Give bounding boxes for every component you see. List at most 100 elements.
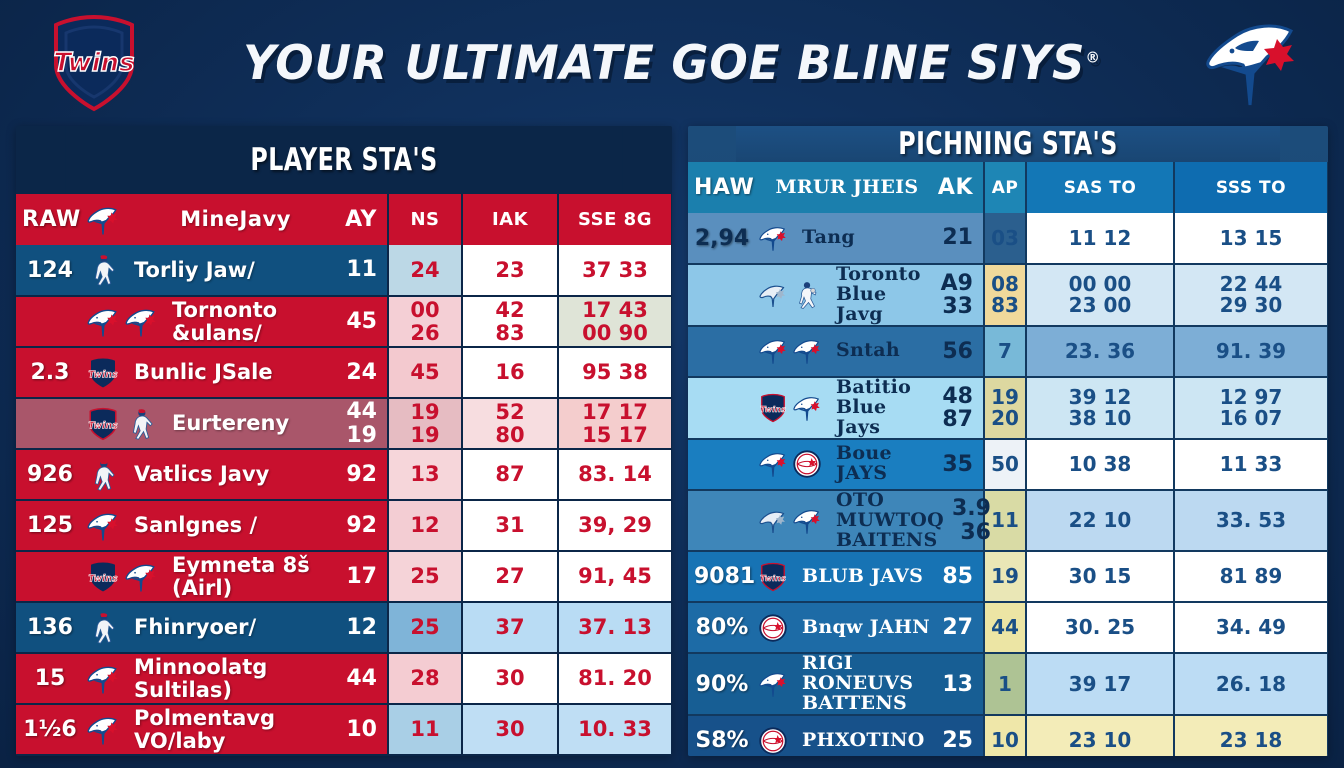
pitcher-cell[interactable]: Toronto Blue Javg A9 33: [688, 264, 985, 327]
stat-cell[interactable]: 45: [388, 347, 463, 399]
stat-cell[interactable]: 23 18: [1174, 715, 1328, 756]
stat-cell[interactable]: 11: [388, 704, 463, 756]
stat-cell[interactable]: 12 97 16 07: [1174, 376, 1328, 440]
stat-cell-ap[interactable]: 08 83: [984, 264, 1027, 327]
stat-cell[interactable]: 19 19: [388, 398, 463, 450]
player-cell[interactable]: 1½6 Polmentavg VO/laby 10: [16, 704, 389, 756]
pitcher-cell[interactable]: Twins Batitio Blue Jays 48 87: [688, 376, 985, 440]
stat-cell[interactable]: 00 26: [388, 296, 463, 348]
pitcher-cell[interactable]: OTO MUWTOQ BAITENS 3.9 36: [688, 489, 991, 553]
stat-cell-ap[interactable]: 11: [984, 489, 1027, 553]
table-row[interactable]: 926 Vatlics Javy 92 13 87 83. 14: [16, 449, 672, 501]
player-cell[interactable]: 124 Torliy Jaw/ 11: [16, 245, 389, 297]
table-row[interactable]: Twins Eurtereny 44 19 19 19 52 80 17 17 15…: [16, 398, 672, 450]
table-row[interactable]: 80% Bnqw JAHN 27 44 30. 25 34. 49: [688, 602, 1328, 655]
pitcher-cell[interactable]: 90% RIGI RONEUVS BATTENS 13: [688, 653, 985, 717]
stat-cell[interactable]: 95 38: [558, 347, 672, 399]
player-cell[interactable]: 926 Vatlics Javy 92: [16, 449, 389, 501]
player-cell[interactable]: 15 Minnoolatg Sultilas) 44: [16, 653, 389, 705]
stat-cell-ap[interactable]: 7: [984, 325, 1027, 378]
stat-cell[interactable]: 30: [462, 704, 559, 756]
stat-cell[interactable]: 30 15: [1026, 551, 1175, 604]
pitcher-cell[interactable]: S8% PHXOTINO 25: [688, 715, 985, 756]
table-row[interactable]: 125 Sanlgnes / 92 12 31 39, 29: [16, 500, 672, 552]
table-row[interactable]: 15 Minnoolatg Sultilas) 44 28 30 81. 20: [16, 653, 672, 705]
stat-cell[interactable]: 11 12: [1026, 213, 1175, 265]
stat-cell[interactable]: 13: [388, 449, 463, 501]
table-row[interactable]: Toronto Blue Javg A9 33 08 83 00 00 23 00…: [688, 264, 1328, 327]
stat-cell[interactable]: 37: [462, 602, 559, 654]
stat-cell[interactable]: 52 80: [462, 398, 559, 450]
stat-cell[interactable]: 23: [462, 245, 559, 297]
stat-cell[interactable]: 39 12 38 10: [1026, 376, 1175, 440]
stat-cell[interactable]: 33. 53: [1174, 489, 1328, 553]
column-header-ns[interactable]: NS: [388, 194, 463, 245]
table-row[interactable]: 1½6 Polmentavg VO/laby 10 11 30 10. 33: [16, 704, 672, 756]
stat-cell[interactable]: 27: [462, 551, 559, 603]
stat-cell[interactable]: 25: [388, 602, 463, 654]
stat-cell[interactable]: 28: [388, 653, 463, 705]
stat-cell[interactable]: 26. 18: [1174, 653, 1328, 717]
table-row[interactable]: 9081 Twins BLUB JAVS 85 19 30 15 81 89: [688, 551, 1328, 604]
stat-cell-ap[interactable]: 50: [984, 438, 1027, 491]
stat-cell[interactable]: 25: [388, 551, 463, 603]
table-row[interactable]: Twins Batitio Blue Jays 48 87 19 20 39 12…: [688, 376, 1328, 440]
stat-cell[interactable]: 31: [462, 500, 559, 552]
column-header-sse8g[interactable]: SSE 8G: [558, 194, 672, 245]
stat-cell-ap[interactable]: 10: [984, 715, 1027, 756]
stat-cell[interactable]: 30. 25: [1026, 602, 1175, 655]
pitcher-cell[interactable]: Sntah 56: [688, 325, 985, 378]
column-header-sasto[interactable]: SAS TO: [1026, 162, 1175, 213]
stat-cell[interactable]: 37 33: [558, 245, 672, 297]
table-row[interactable]: 2.3 Twins Bunlic JSale 24 45 16 95 38: [16, 347, 672, 399]
pitcher-cell[interactable]: 2,94 Tang 21: [688, 213, 985, 265]
table-row[interactable]: Boue JAYS 35 50 10 38 11 33: [688, 438, 1328, 491]
stat-cell-ap[interactable]: 1: [984, 653, 1027, 717]
stat-cell[interactable]: 10. 33: [558, 704, 672, 756]
stat-cell-ap[interactable]: 19: [984, 551, 1027, 604]
stat-cell-ap[interactable]: 19 20: [984, 376, 1027, 440]
stat-cell[interactable]: 22 10: [1026, 489, 1175, 553]
pitcher-cell[interactable]: Boue JAYS 35: [688, 438, 985, 491]
stat-cell[interactable]: 23. 36: [1026, 325, 1175, 378]
stat-cell[interactable]: 83. 14: [558, 449, 672, 501]
stat-cell[interactable]: 13 15: [1174, 213, 1328, 265]
pitcher-cell[interactable]: 9081 Twins BLUB JAVS 85: [688, 551, 985, 604]
stat-cell[interactable]: 42 83: [462, 296, 559, 348]
stat-cell[interactable]: 91, 45: [558, 551, 672, 603]
stat-cell[interactable]: 10 38: [1026, 438, 1175, 491]
table-row[interactable]: 136 Fhinryoer/ 12 25 37 37. 13: [16, 602, 672, 654]
stat-cell[interactable]: 24: [388, 245, 463, 297]
player-cell[interactable]: Twins Eurtereny 44 19: [16, 398, 389, 450]
stat-cell-ap[interactable]: 03: [984, 213, 1027, 265]
table-row[interactable]: 90% RIGI RONEUVS BATTENS 13 1 39 17 26. 18: [688, 653, 1328, 717]
table-row[interactable]: 124 Torliy Jaw/ 11 24 23 37 33: [16, 245, 672, 297]
pitcher-cell[interactable]: 80% Bnqw JAHN 27: [688, 602, 985, 655]
table-row[interactable]: Tornonto &ulans/ 45 00 26 42 83 17 43 00 9…: [16, 296, 672, 348]
column-header-iak[interactable]: IAK: [462, 194, 559, 245]
table-row[interactable]: OTO MUWTOQ BAITENS 3.9 36 11 22 10 33. 53: [688, 489, 1328, 553]
stat-cell[interactable]: 34. 49: [1174, 602, 1328, 655]
stat-cell[interactable]: 23 10: [1026, 715, 1175, 756]
stat-cell[interactable]: 39, 29: [558, 500, 672, 552]
player-cell[interactable]: 136 Fhinryoer/ 12: [16, 602, 389, 654]
stat-cell[interactable]: 81. 20: [558, 653, 672, 705]
column-header-sssto[interactable]: SSS TO: [1174, 162, 1328, 213]
column-header-ap[interactable]: AP: [984, 162, 1027, 213]
stat-cell[interactable]: 12: [388, 500, 463, 552]
table-row[interactable]: Sntah 56 7 23. 36 91. 39: [688, 325, 1328, 378]
stat-cell[interactable]: 17 43 00 90: [558, 296, 672, 348]
player-cell[interactable]: 125 Sanlgnes / 92: [16, 500, 389, 552]
stat-cell[interactable]: 00 00 23 00: [1026, 264, 1175, 327]
stat-cell[interactable]: 81 89: [1174, 551, 1328, 604]
table-row[interactable]: S8% PHXOTINO 25 10 23 10 23 18: [688, 715, 1328, 756]
column-header-label[interactable]: HAW MRUR JHEIS AK: [688, 162, 985, 213]
stat-cell[interactable]: 22 44 29 30: [1174, 264, 1328, 327]
stat-cell[interactable]: 87: [462, 449, 559, 501]
stat-cell[interactable]: 37. 13: [558, 602, 672, 654]
table-row[interactable]: 2,94 Tang 21 03 11 12 13 15: [688, 213, 1328, 265]
stat-cell-ap[interactable]: 44: [984, 602, 1027, 655]
stat-cell[interactable]: 91. 39: [1174, 325, 1328, 378]
stat-cell[interactable]: 39 17: [1026, 653, 1175, 717]
stat-cell[interactable]: 30: [462, 653, 559, 705]
